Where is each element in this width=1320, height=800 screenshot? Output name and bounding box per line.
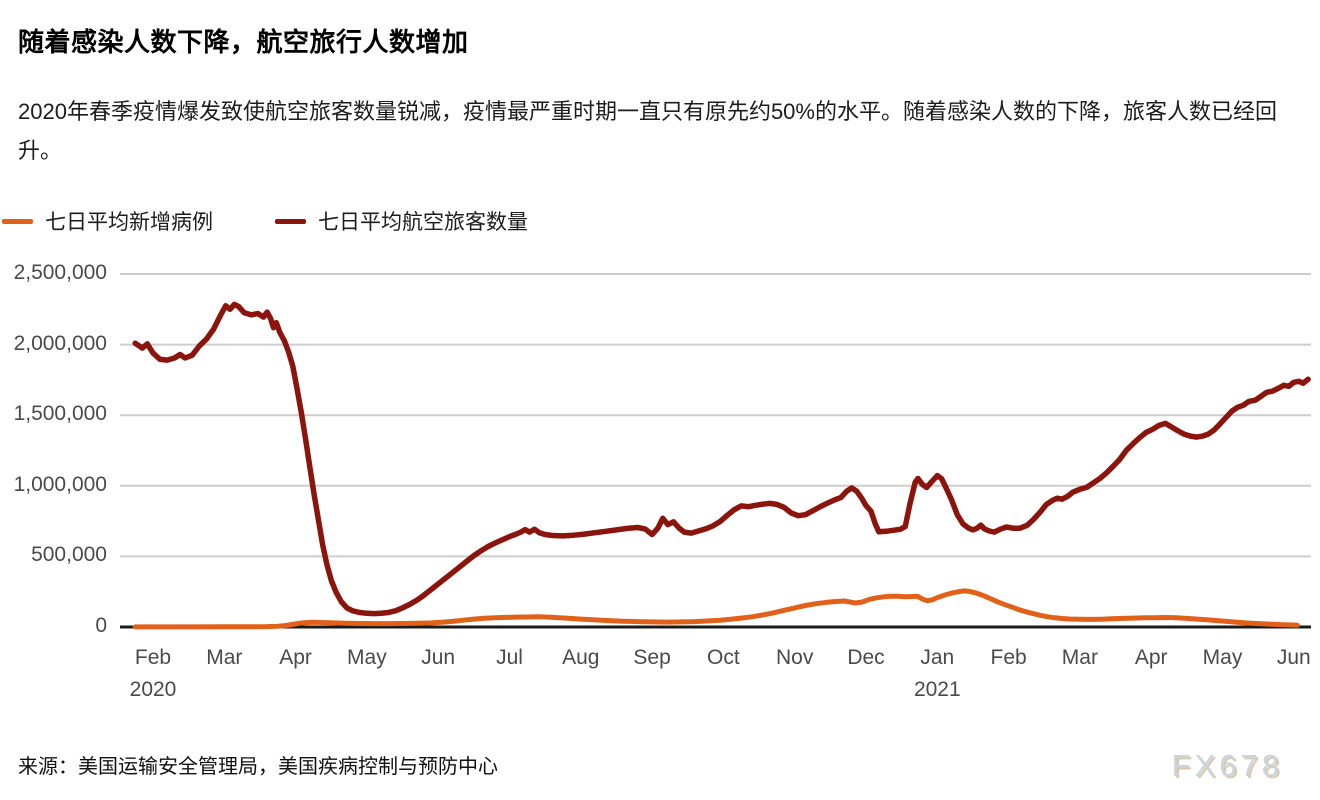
y-tick-label: 2,500,000: [13, 261, 107, 284]
x-tick-label: Nov: [776, 646, 814, 669]
passengers-line: [132, 301, 1311, 617]
x-tick-label: Oct: [707, 646, 740, 669]
cases-line-swatch-icon: [2, 218, 33, 224]
y-tick-label: 0: [95, 614, 107, 637]
legend-item-passengers: 七日平均航空旅客数量: [275, 206, 528, 236]
legend-label-passengers: 七日平均航空旅客数量: [318, 211, 528, 234]
cases-line: [132, 588, 1300, 630]
passengers-line-swatch-icon: [275, 218, 306, 224]
x-tick-label: Mar: [1061, 646, 1098, 669]
y-tick-label: 1,000,000: [13, 472, 107, 496]
x-tick-label: May: [347, 646, 387, 669]
page-title: 随着感染人数下降，航空旅行人数增加: [18, 27, 469, 57]
legend: 七日平均新增病例 七日平均航空旅客数量: [2, 206, 590, 236]
x-year-label: 2021: [913, 678, 961, 701]
legend-item-cases: 七日平均新增病例: [2, 206, 213, 236]
x-tick-label: Apr: [1134, 646, 1168, 669]
chart-subtitle: 2020年春季疫情爆发致使航空旅客数量锐减，疫情最严重时期一直只有原先约50%的…: [18, 99, 1277, 163]
y-tick-label: 2,000,000: [13, 331, 107, 355]
x-tick-label: Mar: [206, 646, 243, 669]
x-tick-label: Jun: [1276, 646, 1311, 669]
x-tick-label: Aug: [562, 646, 600, 669]
source-note: 来源：美国运输安全管理局，美国疾病控制与预防中心: [18, 756, 498, 778]
x-tick-label: May: [1202, 646, 1243, 669]
x-tick-label: Feb: [134, 646, 172, 669]
x-tick-label: Jul: [496, 646, 523, 669]
x-tick-label: Dec: [847, 646, 885, 669]
x-tick-label: Apr: [279, 646, 312, 669]
watermark: FX678: [1171, 748, 1283, 783]
x-tick-label: Jan: [920, 646, 955, 669]
x-year-label: 2020: [129, 678, 177, 701]
x-tick-label: Sep: [633, 646, 671, 669]
x-tick-label: Jun: [421, 646, 456, 669]
legend-label-cases: 七日平均新增病例: [45, 211, 213, 234]
y-tick-label: 1,500,000: [13, 402, 107, 426]
y-tick-label: 500,000: [31, 543, 107, 567]
x-tick-label: Feb: [990, 646, 1027, 669]
